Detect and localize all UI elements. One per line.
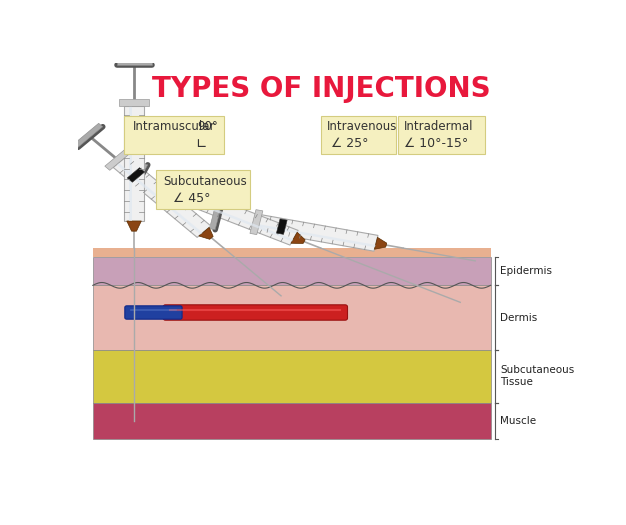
Bar (93, 403, 491, 439)
FancyBboxPatch shape (321, 116, 396, 154)
Text: Intramuscular: Intramuscular (133, 120, 215, 133)
Text: Subcutaneous: Subcutaneous (163, 175, 247, 188)
Text: 90°: 90° (197, 120, 218, 133)
Bar (93, 248, 491, 257)
Text: Dermis: Dermis (500, 313, 538, 323)
Polygon shape (74, 123, 103, 148)
Text: Subcutaneous
Tissue: Subcutaneous Tissue (500, 365, 575, 387)
Polygon shape (195, 194, 209, 210)
Polygon shape (125, 125, 143, 131)
Text: ∟: ∟ (195, 137, 207, 151)
Polygon shape (277, 219, 287, 234)
Polygon shape (374, 237, 387, 249)
Polygon shape (127, 167, 145, 182)
Polygon shape (291, 232, 305, 244)
Polygon shape (177, 186, 298, 245)
Text: Muscle: Muscle (500, 416, 536, 426)
Polygon shape (125, 106, 144, 221)
Polygon shape (259, 224, 376, 247)
Text: TYPES OF INJECTIONS: TYPES OF INJECTIONS (151, 75, 490, 103)
Bar (93, 350, 491, 403)
Polygon shape (258, 215, 378, 251)
FancyBboxPatch shape (125, 306, 182, 319)
Bar (93, 286, 491, 350)
Polygon shape (116, 163, 203, 235)
Polygon shape (178, 195, 293, 242)
Text: ∠ 10°-15°: ∠ 10°-15° (404, 138, 468, 150)
Bar (93, 257, 491, 286)
Polygon shape (199, 227, 213, 239)
FancyBboxPatch shape (125, 116, 224, 154)
Polygon shape (113, 156, 211, 237)
FancyBboxPatch shape (163, 305, 347, 320)
Polygon shape (210, 200, 222, 230)
Polygon shape (250, 209, 263, 235)
Polygon shape (128, 163, 148, 191)
Polygon shape (129, 106, 132, 221)
Text: ∠ 45°: ∠ 45° (173, 192, 210, 205)
Polygon shape (120, 99, 148, 106)
Text: Intravenous: Intravenous (327, 120, 398, 133)
Text: Intradermal: Intradermal (404, 120, 474, 133)
FancyBboxPatch shape (156, 170, 250, 208)
Text: Epidermis: Epidermis (500, 266, 552, 276)
Polygon shape (116, 60, 151, 65)
Polygon shape (105, 149, 130, 170)
Polygon shape (168, 180, 187, 205)
Polygon shape (126, 221, 141, 231)
FancyBboxPatch shape (398, 116, 485, 154)
Text: ∠ 25°: ∠ 25° (331, 138, 368, 150)
